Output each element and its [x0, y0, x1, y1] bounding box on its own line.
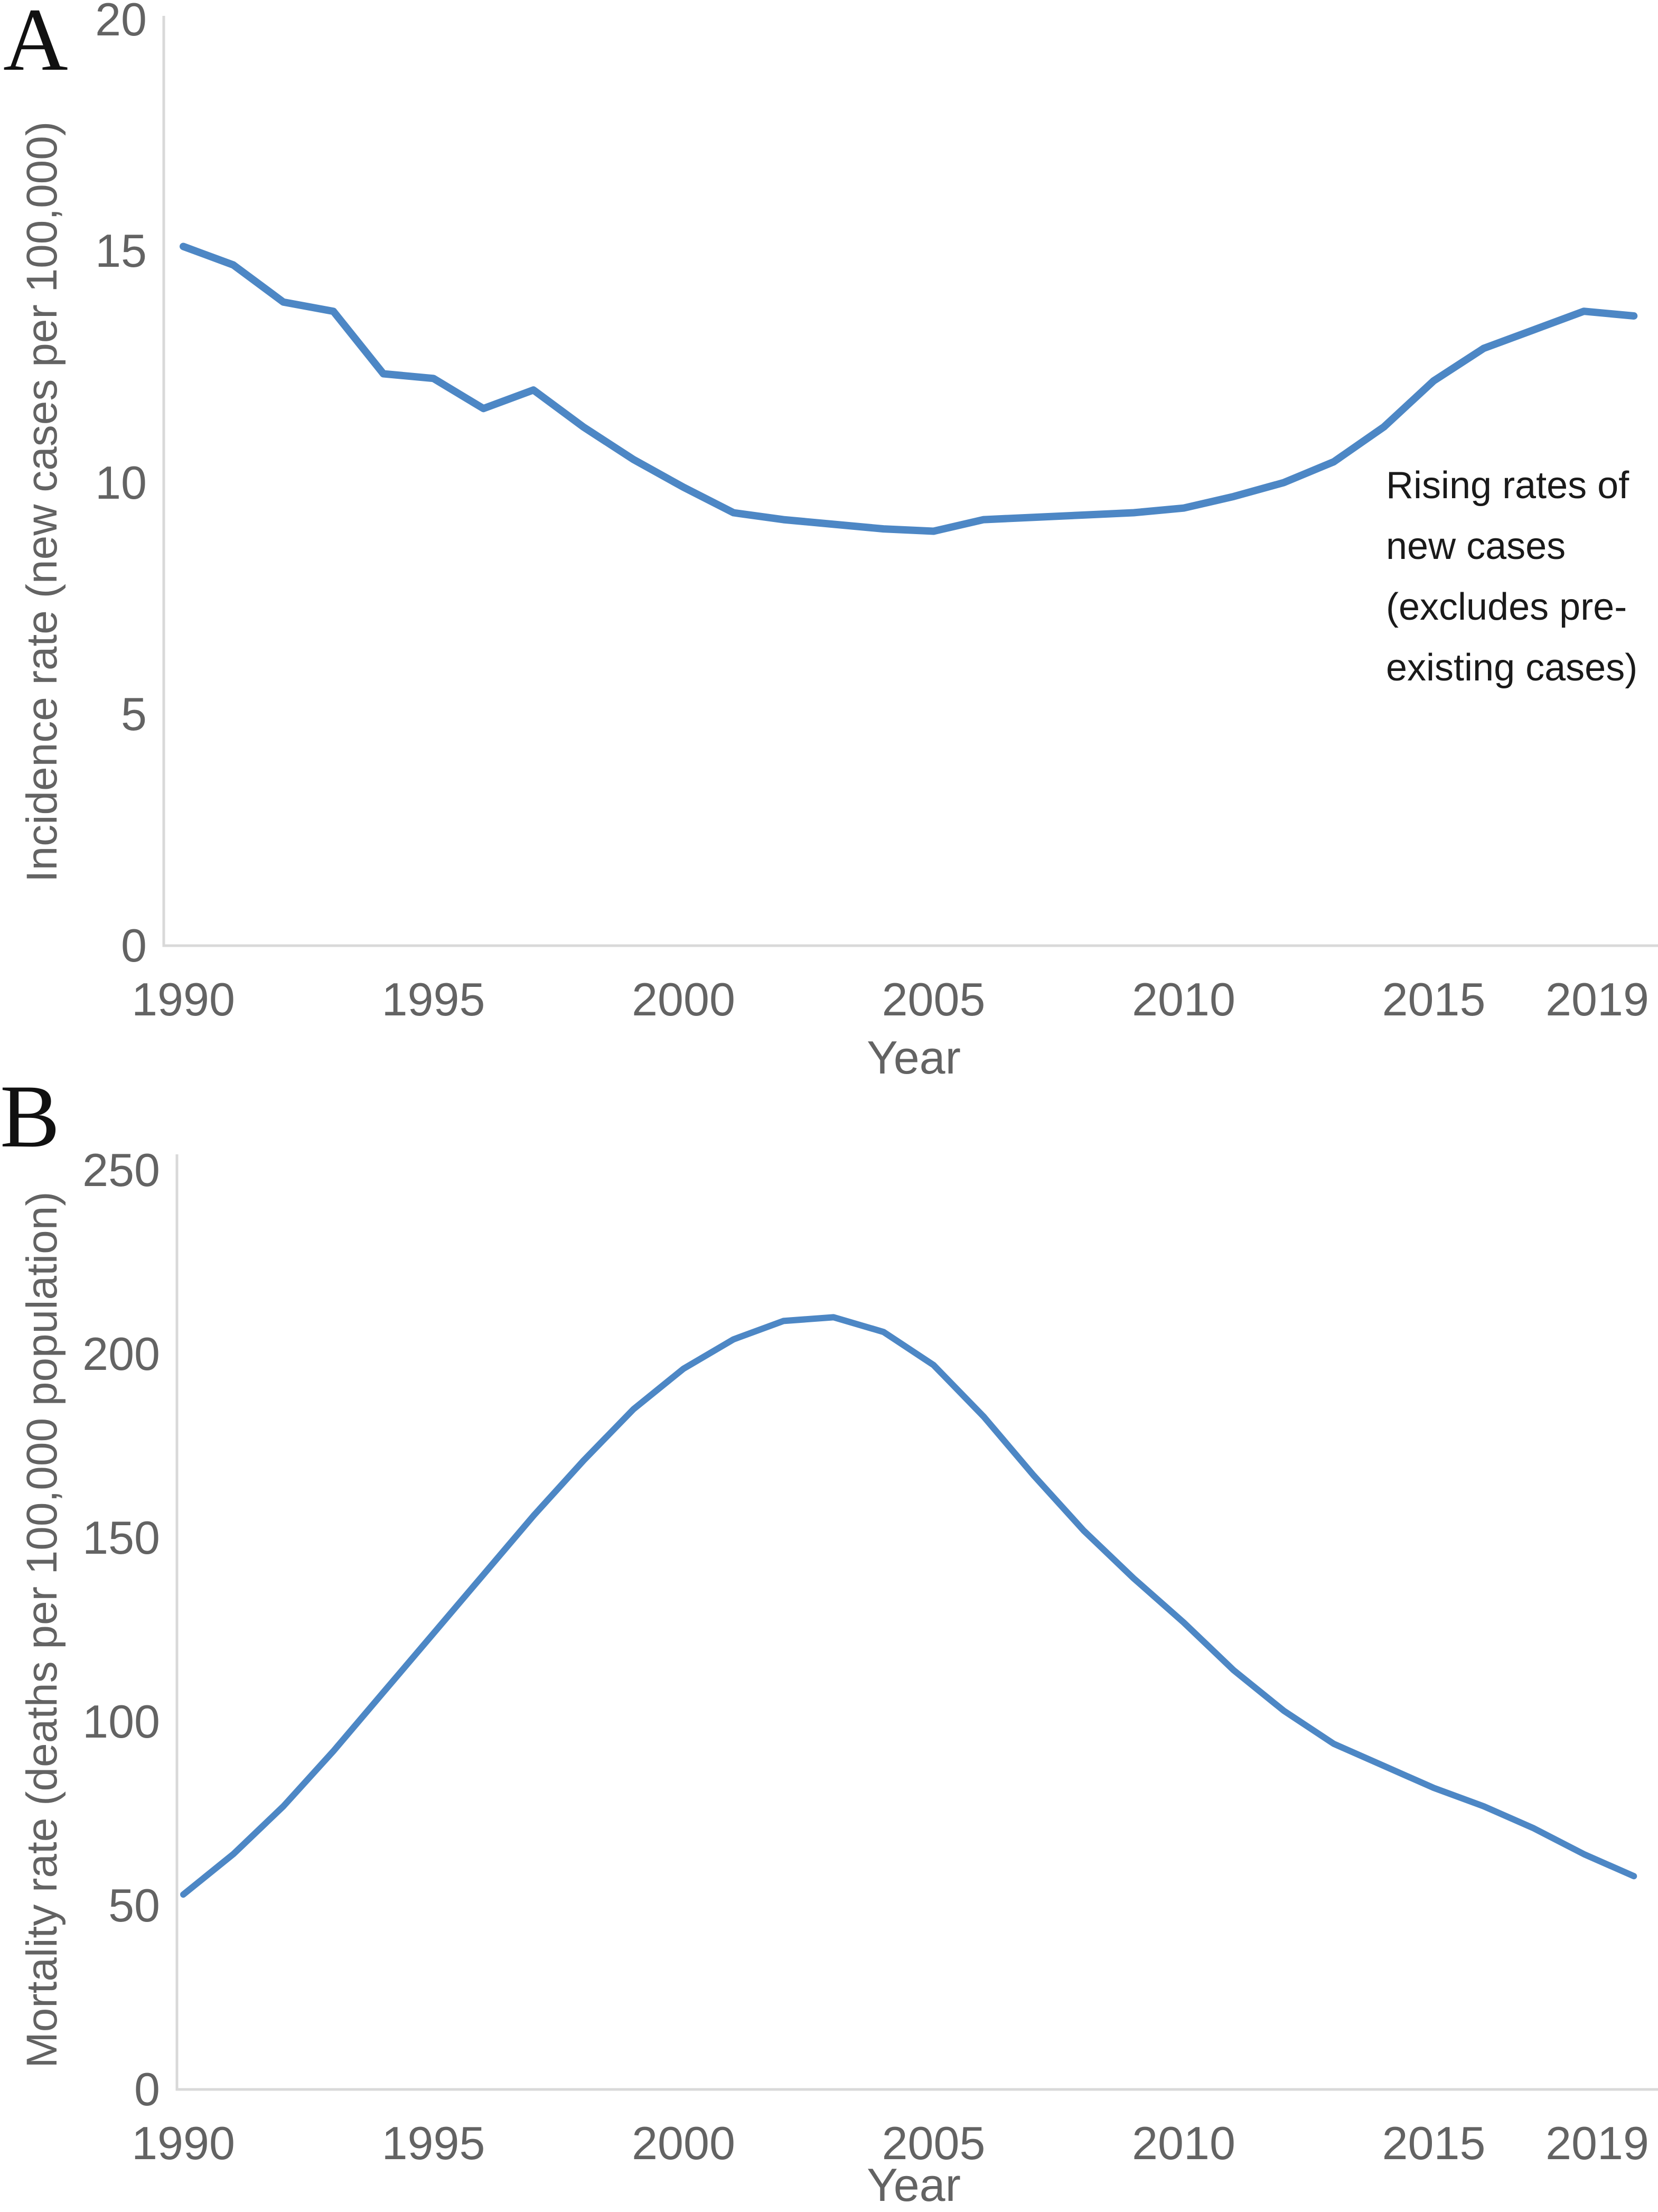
x-tick-label: 2010 [1132, 973, 1235, 1025]
incidence-line [180, 242, 1638, 535]
x-tick-label: 2015 [1382, 2117, 1486, 2169]
y-tick-label: 20 [95, 0, 147, 45]
y-tick-label: 0 [134, 2063, 160, 2115]
chart-b-x-axis-title: Year [867, 2159, 961, 2211]
chart-b-y-axis-title: Mortality rate (deaths per 100,000 popul… [18, 1191, 66, 2068]
x-tick-label: 2005 [882, 2117, 986, 2169]
chart-b-axes [175, 1154, 1658, 2091]
mortality-line [180, 1314, 1637, 1898]
x-tick-label: 2010 [1132, 2117, 1235, 2169]
x-tick-label: 2000 [632, 973, 735, 1025]
x-tick-label: 1990 [132, 2117, 235, 2169]
y-tick-label: 0 [121, 919, 147, 972]
chart-a-axes [162, 16, 1658, 947]
panel-a-letter: A [3, 0, 68, 89]
x-tick-label: 1995 [381, 973, 485, 1025]
annotation-line: Rising rates of [1386, 464, 1629, 507]
x-tick-label: 2005 [882, 973, 986, 1025]
annotation-line: (excludes pre- [1386, 586, 1627, 628]
y-tick-label: 100 [82, 1695, 160, 1748]
chart-a-annotation: Rising rates of new cases (excludes pre-ex… [1386, 455, 1658, 698]
x-tick-label: 2019 [1545, 973, 1649, 1025]
y-tick-label: 50 [108, 1879, 160, 1931]
panel-b-letter: B [0, 1067, 60, 1166]
x-tick-label: 2015 [1382, 973, 1486, 1025]
y-tick-label: 250 [82, 1144, 160, 1196]
y-tick-label: 150 [82, 1511, 160, 1564]
x-tick-label: 2019 [1545, 2117, 1649, 2169]
annotation-line: existing cases) [1386, 647, 1638, 689]
y-tick-label: 15 [95, 225, 147, 277]
y-tick-label: 200 [82, 1328, 160, 1380]
x-tick-label: 2000 [632, 2117, 735, 2169]
y-tick-label: 10 [95, 456, 147, 509]
y-tick-label: 5 [121, 687, 147, 740]
x-tick-label: 1990 [132, 973, 235, 1025]
chart-a-x-axis-title: Year [867, 1031, 961, 1084]
x-tick-label: 1995 [381, 2117, 485, 2169]
annotation-line: new cases [1386, 525, 1566, 567]
